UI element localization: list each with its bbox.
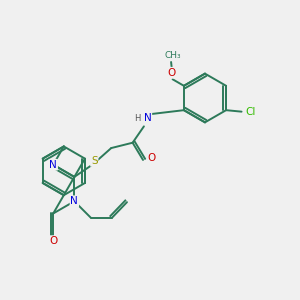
Text: O: O [49, 236, 57, 246]
Text: CH₃: CH₃ [164, 51, 181, 60]
Text: O: O [147, 154, 155, 164]
Text: H: H [134, 113, 141, 122]
Text: Cl: Cl [246, 107, 256, 117]
Text: N: N [144, 113, 152, 123]
Text: N: N [70, 196, 78, 206]
Text: S: S [91, 156, 98, 166]
Text: N: N [50, 160, 57, 170]
Text: O: O [167, 68, 175, 78]
